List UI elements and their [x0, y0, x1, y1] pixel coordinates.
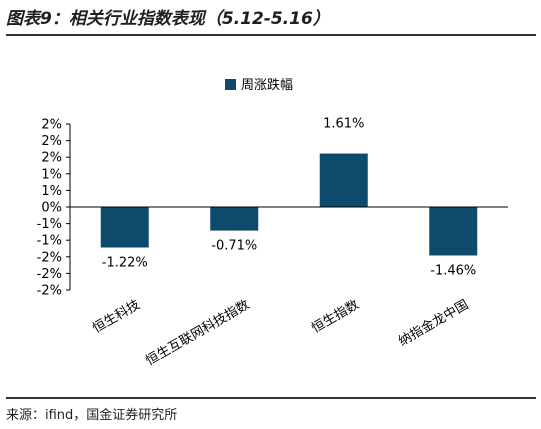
legend-label: 周涨跌幅: [241, 77, 293, 93]
data-labels: -1.22% -0.71% 1.61% -1.46%: [102, 117, 477, 279]
data-label: -1.46%: [430, 263, 476, 278]
y-tick-label: -2%: [37, 284, 62, 299]
footer-divider: [6, 397, 536, 399]
y-tick-label: 1%: [41, 184, 62, 199]
legend-swatch: [225, 79, 236, 90]
y-axis: 2%2%2%1%1%0%-1%-1%-2%-2%-2%: [37, 118, 71, 299]
category-labels: 恒生科技 恒生互联网科技指数 恒生指数 纳指金龙中国: [90, 297, 471, 369]
y-tick-label: 2%: [41, 151, 62, 166]
source-note: 来源：ifind，国金证券研究所: [6, 408, 178, 423]
y-tick-label: 2%: [41, 134, 62, 149]
category-label: 恒生科技: [90, 297, 143, 336]
y-tick-label: -2%: [37, 267, 62, 282]
y-tick-label: -2%: [37, 250, 62, 265]
bar: [210, 207, 259, 231]
category-label: 纳指金龙中国: [396, 297, 472, 350]
bar: [319, 153, 368, 207]
category-label: 恒生指数: [309, 297, 362, 336]
data-label: -0.71%: [211, 239, 257, 254]
bars: [100, 153, 478, 256]
bar: [100, 207, 149, 248]
bar: [429, 207, 478, 256]
data-label: -1.22%: [102, 256, 148, 271]
title-divider: [6, 34, 536, 36]
y-tick-label: 1%: [41, 167, 62, 182]
y-tick-label: 0%: [41, 201, 62, 216]
y-tick-label: -1%: [37, 217, 62, 232]
y-tick-label: 2%: [41, 118, 62, 133]
category-label: 恒生互联网科技指数: [143, 297, 252, 368]
data-label: 1.61%: [323, 117, 364, 132]
legend: 周涨跌幅: [225, 77, 293, 93]
y-tick-label: -1%: [37, 234, 62, 249]
page-title: 图表9：相关行业指数表现（5.12-5.16）: [6, 9, 330, 29]
